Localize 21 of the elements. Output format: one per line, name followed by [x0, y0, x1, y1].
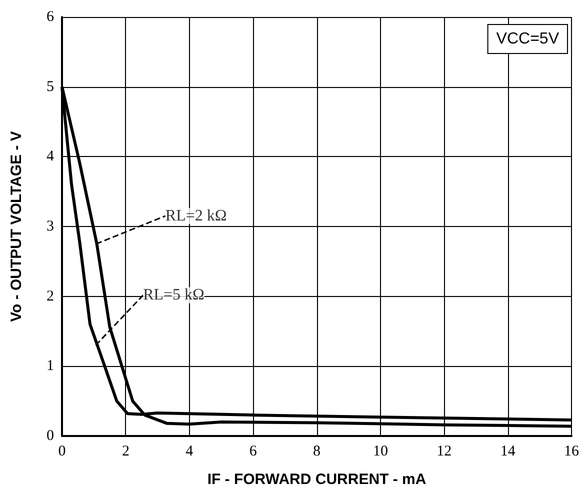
annotation: VCC=5V: [496, 30, 560, 48]
y-tick-label: 6: [46, 9, 54, 25]
x-tick-label: 4: [186, 444, 194, 460]
x-tick-label: 16: [564, 444, 580, 460]
y-tick-label: 0: [46, 428, 54, 444]
x-tick-label: 14: [500, 444, 516, 460]
x-tick-label: 0: [58, 444, 66, 460]
y-tick-label: 3: [46, 218, 54, 234]
x-axis-title: IF - FORWARD CURRENT - mA: [207, 471, 426, 488]
x-tick-label: 8: [313, 444, 320, 460]
y-tick-label: 1: [46, 358, 54, 374]
y-axis-title: Vo - OUTPUT VOLTAGE - V: [8, 131, 25, 322]
y-tick-label: 5: [46, 78, 54, 95]
annotation: RL=5 kΩ: [143, 286, 205, 304]
y-tick-label: 4: [46, 148, 54, 165]
y-tick-label: 2: [46, 288, 54, 304]
x-tick-label: 12: [436, 444, 452, 460]
annotation: RL=2 kΩ: [165, 207, 227, 224]
x-tick-label: 6: [249, 444, 258, 460]
x-tick-label: 2: [122, 444, 130, 460]
x-tick-label: 10: [372, 444, 388, 460]
